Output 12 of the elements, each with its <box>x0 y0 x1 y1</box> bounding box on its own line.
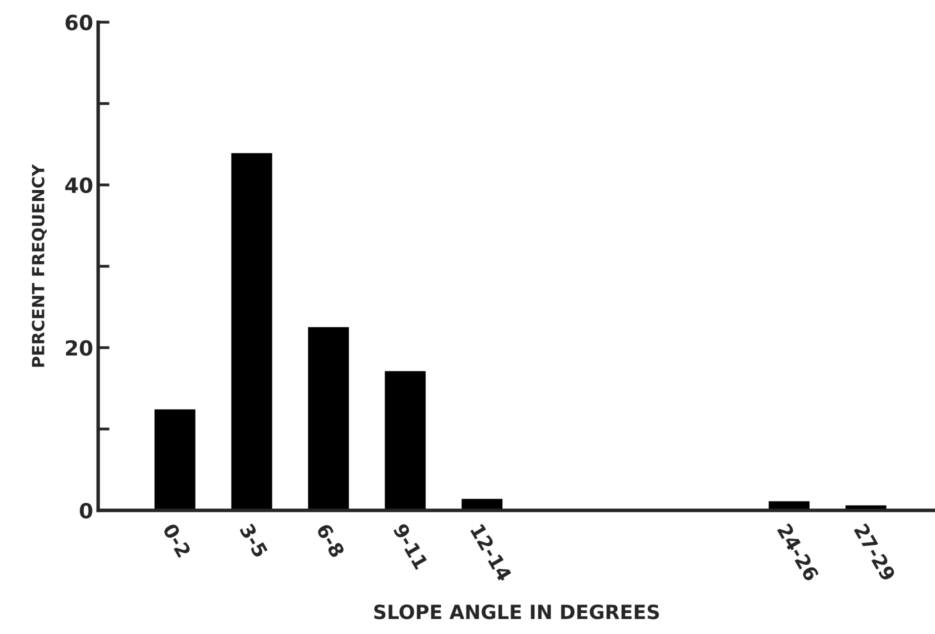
y-tick-label: 0 <box>80 502 92 519</box>
y-axis-title: PERCENT FREQUENCY <box>32 164 47 367</box>
x-tick-label: 3-5 <box>239 522 268 558</box>
bar <box>230 152 274 510</box>
y-tick-label: 60 <box>66 14 92 30</box>
x-tick-label: 6-8 <box>316 522 346 558</box>
x-axis-title: SLOPE ANGLE IN DEGREES <box>374 604 659 620</box>
bar <box>383 370 428 510</box>
y-tick-label: 40 <box>65 177 92 194</box>
bar <box>153 408 197 510</box>
bar <box>306 326 350 510</box>
y-tick-label: 20 <box>66 340 92 356</box>
